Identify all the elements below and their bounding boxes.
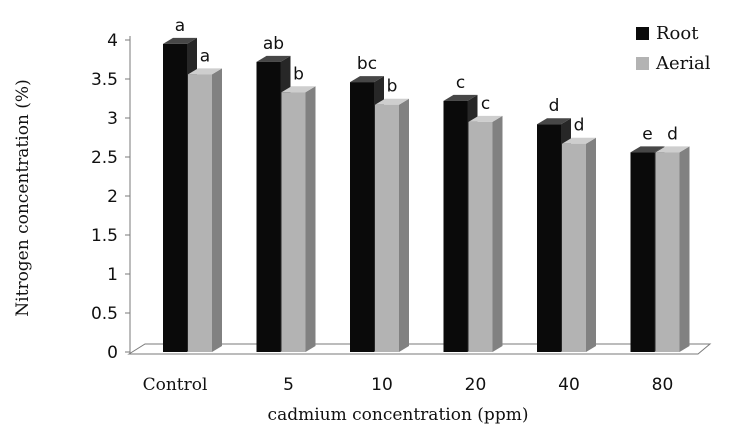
significance-letter: c: [456, 73, 465, 93]
bar-front: [256, 61, 281, 353]
bar-side: [679, 146, 690, 352]
bar-top: [537, 118, 571, 125]
bar-top: [443, 94, 478, 101]
bar-side: [305, 86, 316, 352]
bar-front: [163, 43, 187, 353]
bar-side: [212, 68, 222, 352]
legend: Root Aerial: [636, 23, 711, 74]
bar-side: [586, 137, 596, 352]
y-tick-label: 0.5: [91, 304, 118, 324]
bar-top: [256, 55, 291, 62]
bar-top: [281, 86, 316, 93]
significance-letter: b: [293, 64, 304, 84]
y-tick-label: 3.5: [91, 70, 118, 90]
significance-letter: a: [175, 16, 185, 36]
y-tick-label: 2: [107, 187, 118, 207]
bar-front: [350, 82, 374, 353]
y-tick-label: 1.5: [91, 226, 118, 246]
x-tick-label: 20: [465, 375, 487, 395]
x-axis-categories: Control 5 10 20 40 80: [143, 375, 674, 395]
bar-top: [163, 37, 197, 44]
bar-top: [350, 76, 384, 83]
bar-top: [562, 137, 596, 144]
legend-label: Aerial: [655, 53, 711, 74]
legend-item-aerial: Aerial: [636, 53, 711, 74]
legend-item-root: Root: [636, 23, 699, 44]
significance-letter: e: [642, 124, 652, 144]
bar-top: [188, 68, 222, 75]
bar-top: [630, 146, 665, 153]
bar-top: [655, 146, 690, 153]
bar-aerial-80: [655, 146, 690, 352]
x-tick-label: Control: [143, 375, 208, 395]
bar-side: [399, 98, 409, 353]
significance-letter: ab: [263, 34, 284, 54]
bar-front: [537, 124, 561, 353]
significance-letter: d: [574, 116, 585, 136]
x-tick-label: 80: [652, 375, 674, 395]
x-tick-label: 5: [283, 375, 294, 395]
significance-letter: a: [200, 46, 210, 66]
significance-letter: d: [667, 124, 678, 144]
y-tick-label: 2.5: [91, 148, 118, 168]
bar-front: [562, 143, 586, 352]
y-tick-label: 4: [107, 31, 118, 51]
bar-front: [655, 152, 680, 352]
x-tick-label: 40: [558, 375, 580, 395]
significance-letter: bc: [357, 54, 377, 74]
bar-side: [492, 115, 503, 353]
bar-aerial-control: [188, 68, 222, 352]
x-axis-title: cadmium concentration (ppm): [268, 405, 529, 425]
bar-aerial-20: [468, 115, 503, 353]
legend-label: Root: [656, 23, 699, 44]
y-tick-label: 0: [107, 343, 118, 363]
y-tick-label: 3: [107, 109, 118, 129]
legend-swatch: [636, 57, 649, 70]
x-tick-label: 10: [371, 375, 393, 395]
bar-top: [468, 115, 503, 122]
bar-aerial-10: [375, 98, 409, 353]
y-axis-title: Nitrogen concentration (%): [13, 79, 33, 316]
bar-aerial-40: [562, 137, 596, 352]
bar-top: [375, 98, 409, 105]
bar-front: [375, 104, 399, 353]
legend-swatch: [636, 27, 649, 40]
bar-aerial-5: [281, 86, 316, 352]
y-tick-label: 1: [107, 265, 118, 285]
bar-front: [443, 100, 468, 352]
bar-front: [281, 92, 306, 352]
y-axis: 0 0.5 1 1.5 2 2.5 3 3.5 4: [91, 31, 131, 363]
bars: [163, 37, 690, 353]
significance-letter: c: [481, 94, 490, 114]
bar-front: [188, 74, 212, 352]
bar-front: [630, 152, 655, 352]
significance-letter: d: [549, 96, 560, 116]
bar-front: [468, 121, 493, 353]
significance-letter: b: [387, 77, 398, 97]
